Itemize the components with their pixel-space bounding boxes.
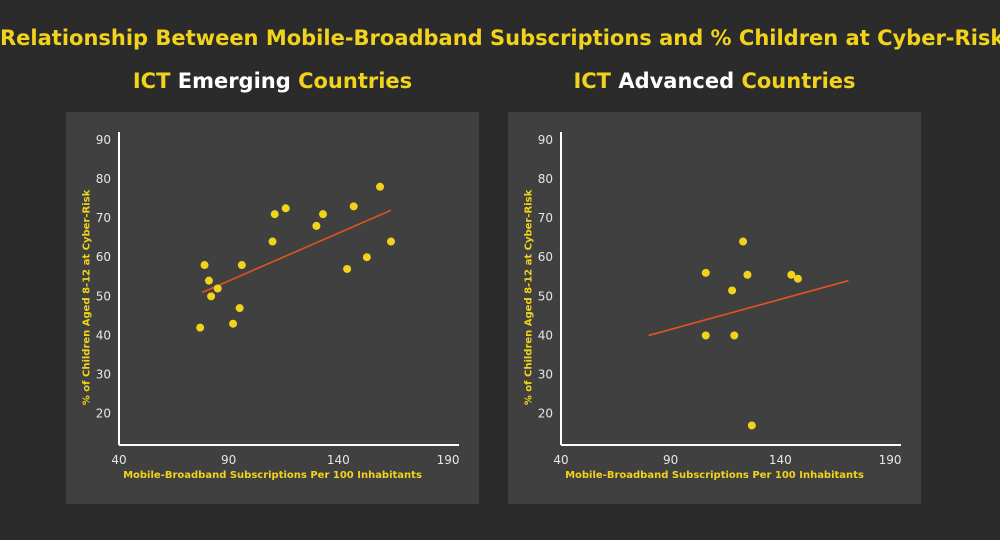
data-point <box>728 286 737 295</box>
data-point <box>343 264 352 273</box>
y-tick-label: 20 <box>96 407 111 421</box>
x-tick-label: 90 <box>663 453 678 467</box>
y-tick-label: 60 <box>538 250 553 264</box>
data-point <box>207 292 216 301</box>
data-point <box>204 276 213 285</box>
data-point <box>701 331 710 340</box>
advanced-scatter-plot: 20 30 40 50 60 70 80 90 40 90 140 190 <box>538 132 902 467</box>
trend-line <box>648 279 849 337</box>
data-point <box>237 261 246 270</box>
x-tick-label: 90 <box>221 453 236 467</box>
emerging-scatter-plot: 20 30 40 50 60 70 80 90 40 90 140 190 <box>96 132 460 467</box>
data-point <box>787 270 796 279</box>
left-chart-title: ICT Emerging Countries <box>66 69 479 93</box>
right-title-part-1: ICT <box>573 69 612 93</box>
trend-line <box>202 209 392 294</box>
data-point <box>229 319 238 328</box>
data-point <box>739 237 748 246</box>
y-tick-label: 90 <box>96 133 111 147</box>
advanced-chart-panel: 20 30 40 50 60 70 80 90 40 90 140 190 % of Children… <box>508 112 921 504</box>
emerging-y-axis-title: % of Children Aged 8-12 at Cyber-Risk <box>81 189 93 406</box>
right-chart-title: ICT Advanced Countries <box>508 69 921 93</box>
main-title: Relationship Between Mobile-Broadband Su… <box>0 26 1000 50</box>
left-title-part-1: ICT <box>132 69 171 93</box>
y-tick-label: 80 <box>96 172 111 186</box>
x-tick-label: 140 <box>327 453 350 467</box>
x-tick-label: 190 <box>437 453 460 467</box>
y-tick-label: 40 <box>96 328 111 342</box>
data-point <box>200 261 209 270</box>
advanced-x-axis-title: Mobile-Broadband Subscriptions Per 100 I… <box>565 470 864 481</box>
data-point <box>793 274 802 283</box>
data-point <box>213 284 222 293</box>
data-point <box>362 253 371 262</box>
y-tick-label: 60 <box>96 250 111 264</box>
x-tick-label: 190 <box>879 453 902 467</box>
y-tick-label: 30 <box>538 368 553 382</box>
data-point <box>268 237 277 246</box>
left-title-part-2: Emerging <box>177 69 291 93</box>
data-point <box>235 304 244 313</box>
y-tick-label: 70 <box>96 211 111 225</box>
emerging-chart-panel: 20 30 40 50 60 70 80 90 40 90 140 190 % of Children… <box>66 112 479 504</box>
left-title-part-3: Countries <box>298 69 413 93</box>
y-tick-label: 80 <box>538 172 553 186</box>
y-tick-label: 40 <box>538 328 553 342</box>
data-point <box>387 237 395 246</box>
right-title-part-2: Advanced <box>618 69 735 93</box>
data-point <box>270 210 279 219</box>
emerging-x-axis-title: Mobile-Broadband Subscriptions Per 100 I… <box>123 470 422 481</box>
data-point <box>376 182 385 191</box>
data-point <box>747 421 756 430</box>
data-point <box>319 210 327 219</box>
x-tick-label: 140 <box>769 453 792 467</box>
data-point <box>196 323 205 332</box>
data-point <box>701 268 710 277</box>
y-tick-label: 70 <box>538 211 553 225</box>
y-tick-label: 50 <box>96 289 111 303</box>
data-point <box>349 202 358 211</box>
y-tick-label: 30 <box>96 368 111 382</box>
right-title-part-3: Countries <box>741 69 856 93</box>
y-tick-label: 50 <box>538 289 553 303</box>
x-tick-label: 40 <box>553 453 568 467</box>
data-point <box>743 270 752 279</box>
y-tick-label: 90 <box>538 133 553 147</box>
data-point <box>312 221 321 230</box>
y-tick-label: 20 <box>538 407 553 421</box>
data-point <box>281 204 290 213</box>
data-point <box>730 331 739 340</box>
advanced-y-axis-title: % of Children Aged 8-12 at Cyber-Risk <box>523 189 535 406</box>
x-tick-label: 40 <box>111 453 126 467</box>
